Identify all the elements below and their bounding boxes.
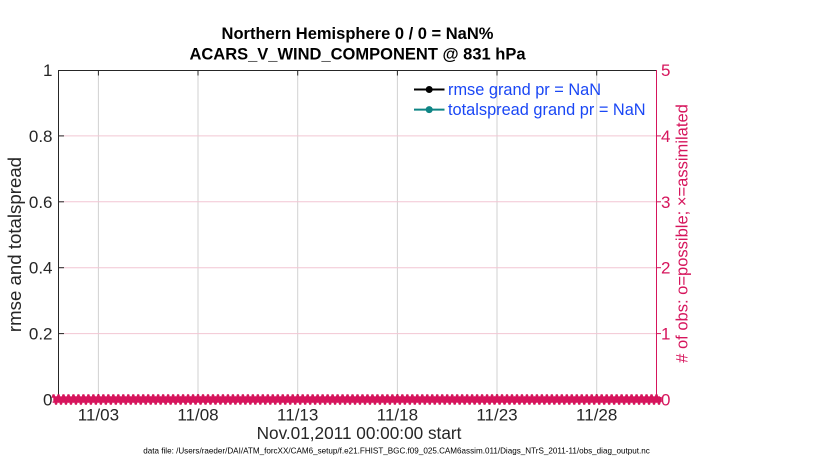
svg-text:Nov.01,2011 00:00:00 start: Nov.01,2011 00:00:00 start <box>257 423 462 443</box>
svg-text:0.2: 0.2 <box>29 325 53 344</box>
svg-text:1: 1 <box>43 61 52 80</box>
svg-text:totalspread grand pr = NaN: totalspread grand pr = NaN <box>448 101 646 119</box>
svg-text:data file: /Users/raeder/DAI/A: data file: /Users/raeder/DAI/ATM_forcXX/… <box>143 446 650 455</box>
svg-text:11/18: 11/18 <box>377 405 418 424</box>
svg-text:0: 0 <box>661 391 670 410</box>
svg-text:# of obs: o=possible; ×=assimi: # of obs: o=possible; ×=assimilated <box>672 104 691 363</box>
svg-text:rmse and totalspread: rmse and totalspread <box>4 157 25 332</box>
svg-text:ACARS_V_WIND_COMPONENT @ 831 h: ACARS_V_WIND_COMPONENT @ 831 hPa <box>189 46 526 64</box>
svg-text:3: 3 <box>661 193 670 212</box>
svg-text:0.8: 0.8 <box>29 127 53 146</box>
svg-text:11/13: 11/13 <box>277 405 318 424</box>
svg-text:11/28: 11/28 <box>576 405 617 424</box>
svg-text:11/03: 11/03 <box>78 405 119 424</box>
svg-text:0.4: 0.4 <box>29 259 53 278</box>
svg-text:5: 5 <box>661 61 670 80</box>
svg-text:2: 2 <box>661 259 670 278</box>
svg-text:11/23: 11/23 <box>476 405 517 424</box>
svg-text:0: 0 <box>43 391 52 410</box>
svg-text:11/08: 11/08 <box>177 405 218 424</box>
svg-text:0.6: 0.6 <box>29 193 53 212</box>
svg-text:1: 1 <box>661 325 670 344</box>
svg-text:4: 4 <box>661 127 670 146</box>
svg-text:rmse grand pr = NaN: rmse grand pr = NaN <box>448 81 601 99</box>
svg-text:Northern Hemisphere 0 / 0 = Na: Northern Hemisphere 0 / 0 = NaN% <box>222 25 494 43</box>
